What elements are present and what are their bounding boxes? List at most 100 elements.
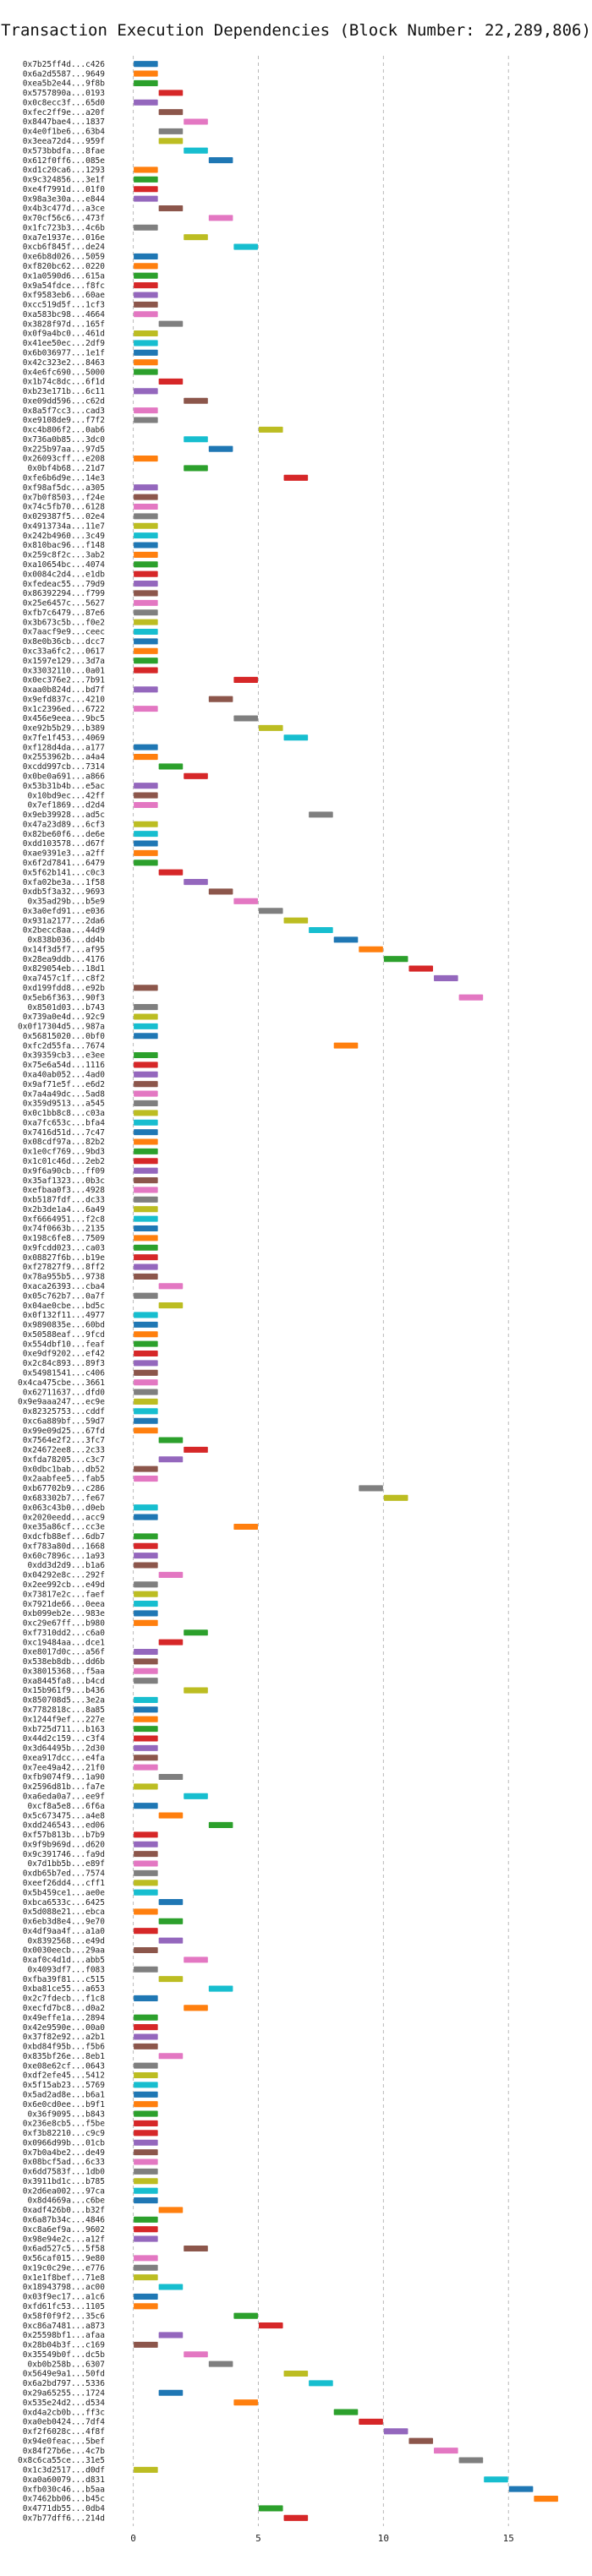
transaction-label: 0x60c7896c...1a93 — [23, 1552, 105, 1561]
transaction-label: 0x4df9aa4f...a1a0 — [23, 1927, 106, 1936]
transaction-label: 0x2aabfee5...fab5 — [23, 1475, 105, 1484]
transaction-bar — [134, 1648, 158, 1656]
transaction-bar — [134, 551, 158, 558]
transaction-label: 0xa8445fa8...b4cd — [23, 1677, 105, 1686]
transaction-bar — [134, 2110, 158, 2117]
transaction-label: 0x9a54fdce...f8fc — [23, 281, 105, 291]
transaction-label: 0x42c323e2...8463 — [23, 358, 105, 368]
transaction-label: 0xd1c20ca6...1293 — [23, 166, 105, 175]
transaction-label: 0x259c8f2c...3ab2 — [23, 551, 105, 560]
transaction-label: 0xd199fdd8...e92b — [23, 984, 106, 993]
transaction-bar — [134, 359, 158, 366]
transaction-bar — [184, 2351, 208, 2358]
transaction-label: 0x26093cff...e208 — [23, 455, 106, 464]
transaction-label: 0x75e6a54d...1116 — [23, 1061, 106, 1070]
transaction-bar — [134, 2082, 158, 2088]
transaction-label: 0xcdd997cb...7314 — [23, 762, 106, 772]
transaction-label: 0x7fe1f453...4069 — [23, 734, 106, 743]
transaction-label: 0x6a2d5587...9649 — [23, 69, 106, 79]
transaction-label: 0x829054eb...18d1 — [23, 964, 106, 974]
transaction-label: 0x5f62b141...c0c3 — [23, 868, 105, 877]
transaction-bar — [258, 2322, 283, 2329]
transaction-bar — [134, 176, 158, 183]
transaction-label: 0xf9583eb6...60ae — [23, 291, 106, 300]
transaction-label: 0x41ee50ec...2df9 — [23, 339, 106, 348]
transaction-bar — [134, 166, 158, 173]
transaction-bar — [184, 118, 208, 125]
transaction-label: 0x838b036...dd4b — [27, 936, 105, 945]
transaction-bar — [134, 2014, 158, 2021]
transaction-label: 0x1b74c8dc...6f1d — [23, 378, 105, 387]
transaction-bar — [359, 1485, 383, 1492]
transaction-label: 0x456e9eea...9bc5 — [23, 714, 105, 723]
transaction-labels: 0x7b25ff4d...c4260x6a2d5587...96490xea5b… — [18, 60, 105, 2524]
transaction-label: 0x0c1bb8c8...c03a — [23, 1109, 105, 1118]
transaction-bar — [383, 1494, 408, 1501]
transaction-bar — [134, 1244, 158, 1251]
transaction-label: 0x2c7fdecb...f1c8 — [23, 1995, 106, 2004]
transaction-bar — [134, 1379, 158, 1386]
transaction-bar — [134, 2197, 158, 2204]
transaction-label: 0x5d088e21...ebca — [23, 1907, 105, 1917]
transaction-bar — [134, 1292, 158, 1299]
transaction-label: 0x4e6fc690...5000 — [23, 368, 106, 377]
transaction-bar — [134, 2062, 158, 2069]
transaction-label: 0x3828f97d...165f — [23, 319, 105, 329]
transaction-bar — [134, 1946, 158, 1954]
transaction-bar — [134, 1726, 158, 1733]
transaction-label: 0x0f9a4bc0...461d — [23, 330, 105, 339]
transaction-bar — [134, 1601, 158, 1607]
transaction-bar — [208, 696, 233, 702]
transaction-bar — [134, 1696, 158, 1703]
transaction-bars — [134, 61, 558, 2521]
transaction-bar — [134, 1869, 158, 1876]
transaction-label: 0x9f6a90cb...ff09 — [23, 1166, 106, 1176]
transaction-label: 0x739a0e4d...92c9 — [23, 1012, 106, 1022]
transaction-label: 0x9f9b969d...d620 — [23, 1840, 106, 1849]
transaction-bar — [158, 1937, 184, 1944]
transaction-bar — [134, 1110, 158, 1116]
transaction-bar — [134, 1312, 158, 1318]
transaction-bar — [158, 205, 184, 212]
transaction-label: 0x42e9590e...00a0 — [23, 2023, 106, 2033]
transaction-label: 0x18943798...ac00 — [23, 2283, 106, 2292]
transaction-label: 0x2b3de1a4...6a49 — [23, 1205, 106, 1214]
transaction-label: 0x49effe1a...2894 — [23, 2013, 106, 2022]
transaction-bar — [184, 879, 208, 886]
transaction-label: 0x1e0cf769...9bd3 — [23, 1148, 105, 1157]
transaction-bar — [158, 1976, 184, 1983]
transaction-bar — [134, 2341, 158, 2348]
transaction-bar — [134, 1263, 158, 1270]
transaction-bar — [134, 1476, 158, 1482]
transaction-bar — [134, 1398, 158, 1405]
transaction-label: 0x2c84c893...89f3 — [23, 1359, 105, 1368]
x-tick-label: 15 — [503, 2533, 514, 2544]
transaction-bar — [309, 926, 333, 934]
transaction-bar — [134, 2033, 158, 2040]
transaction-label: 0x736a0b85...3dc0 — [23, 435, 106, 445]
transaction-bar — [158, 90, 184, 96]
transaction-label: 0xa6eda0a7...ee9f — [23, 1793, 105, 1802]
transaction-label: 0xa7fc653c...bfa4 — [23, 1118, 106, 1127]
transaction-label: 0x0030eecb...29aa — [23, 1946, 105, 1956]
transaction-label: 0x25598bf1...afaa — [23, 2331, 105, 2340]
transaction-bar — [309, 2380, 333, 2387]
transaction-bar — [134, 1119, 158, 1126]
transaction-label: 0xae9391e3...a2ff — [23, 849, 105, 859]
transaction-label: 0x7aacf9e9...ceec — [23, 628, 105, 637]
transaction-bar — [458, 994, 484, 1001]
transaction-bar — [208, 2360, 233, 2367]
transaction-label: 0xb5187fdf...dc33 — [23, 1196, 105, 1205]
transaction-bar — [184, 397, 208, 404]
transaction-label: 0x063c43b0...d0eb — [23, 1504, 106, 1513]
transaction-label: 0x0f132f11...4977 — [23, 1311, 105, 1320]
transaction-bar — [134, 1187, 158, 1193]
transaction-bar — [408, 965, 434, 972]
transaction-label: 0x82325753...cddf — [23, 1407, 105, 1416]
transaction-bar — [233, 2399, 258, 2406]
transaction-label: 0x78a955b5...9738 — [23, 1273, 106, 1282]
transaction-label: 0xfe6b6d9e...14e3 — [23, 474, 105, 483]
transaction-bar — [134, 1995, 158, 2001]
x-tick-label: 0 — [130, 2533, 136, 2544]
transaction-label: 0xf783a80d...1668 — [23, 1542, 106, 1551]
